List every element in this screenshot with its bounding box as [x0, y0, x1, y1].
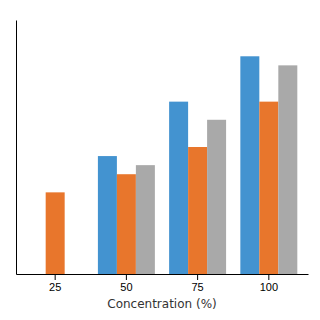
x-tick: 50	[120, 274, 132, 293]
x-axis-line	[17, 274, 309, 275]
x-tick-mark	[197, 274, 198, 280]
series	[46, 102, 279, 274]
bar	[27, 274, 46, 275]
y-axis-line	[16, 21, 17, 275]
x-tick-label: 100	[260, 281, 278, 293]
bar	[65, 274, 84, 275]
bar	[98, 156, 117, 274]
bar	[278, 65, 297, 274]
bar	[46, 192, 65, 274]
bar	[207, 120, 226, 274]
bar	[240, 56, 259, 274]
series	[98, 56, 259, 274]
x-tick: 100	[260, 274, 278, 293]
series	[136, 65, 297, 274]
x-axis: 25 50 75 100	[17, 274, 309, 293]
x-tick-mark	[55, 274, 56, 280]
bar	[169, 102, 188, 274]
chart: 25 50 75 100 Concentration (%)	[0, 0, 320, 320]
x-axis-title: Concentration (%)	[107, 297, 216, 311]
bar	[188, 147, 207, 274]
x-tick-label: 50	[120, 281, 132, 293]
x-tick-mark	[268, 274, 269, 280]
x-tick: 25	[49, 274, 61, 293]
x-tick-label: 75	[191, 281, 203, 293]
bars	[46, 56, 298, 274]
bar	[117, 174, 136, 274]
plot: 25 50 75 100	[17, 21, 309, 293]
bar	[259, 102, 278, 274]
y-axis	[16, 21, 17, 275]
x-tick-label: 25	[49, 281, 61, 293]
x-tick: 75	[191, 274, 203, 293]
x-tick-mark	[126, 274, 127, 280]
bar	[136, 165, 155, 274]
